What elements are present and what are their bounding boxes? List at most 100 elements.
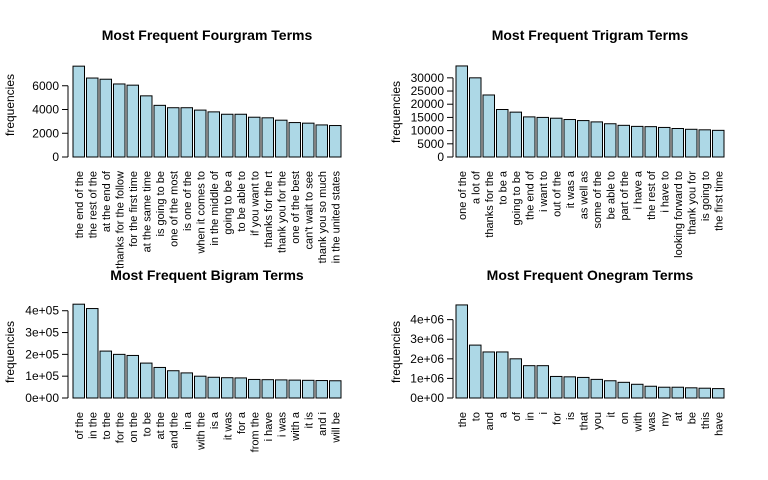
y-tick-label: 25000 (411, 84, 445, 98)
y-tick-label: 4000 (32, 103, 59, 117)
category-label: with the (195, 412, 207, 451)
category-label: out of the (551, 171, 563, 217)
bar (577, 120, 590, 158)
y-tick-label: 15000 (411, 110, 445, 124)
category-label: this (700, 412, 712, 430)
category-label: in a (182, 411, 194, 430)
bar (329, 125, 342, 158)
category-label: i have (263, 412, 275, 441)
category-label: thanks for the follow (114, 171, 126, 269)
category-label: when it comes to (195, 171, 207, 255)
y-axis-label: frequencies (3, 321, 17, 383)
category-label: the end of (524, 170, 536, 220)
category-label: one of the best (290, 171, 302, 244)
category-label: the (457, 412, 469, 427)
category-label: at the (155, 412, 167, 440)
bar (86, 308, 99, 399)
category-label: it is (303, 412, 315, 429)
bar (261, 379, 274, 399)
category-label: a (497, 411, 509, 418)
category-label: the end of the (74, 171, 86, 238)
trigram-chart: Most Frequent Trigram Terms frequencies 05… (389, 27, 725, 258)
category-label: is going to (700, 171, 712, 221)
category-label: to be able to (236, 171, 248, 232)
category-label: with a (290, 411, 302, 442)
bar (207, 376, 220, 399)
bar (536, 116, 549, 158)
category-label: for the (114, 412, 126, 443)
category-label: one of the (457, 171, 469, 220)
y-tick-label: 20000 (411, 97, 445, 111)
category-label: the rest of the (87, 171, 99, 238)
category-label: thank you for the (276, 171, 288, 253)
bar (455, 304, 468, 399)
bar (302, 379, 315, 399)
bar (194, 109, 207, 158)
y-tick-label: 1e+06 (410, 371, 444, 385)
category-label: to (470, 412, 482, 421)
category-label: thanks for the rt (263, 171, 275, 247)
bar (315, 124, 328, 158)
category-label: thank you for (686, 171, 698, 235)
bar (577, 376, 590, 399)
bigram-chart: Most Frequent Bigram Terms frequencies 0e+… (3, 267, 342, 452)
y-tick-label: 2e+05 (25, 347, 59, 361)
bar (590, 121, 603, 158)
y-tick-label: 3e+05 (25, 326, 59, 340)
bar (685, 128, 698, 158)
category-label: can't wait to see (303, 171, 315, 250)
category-label: on the (128, 412, 140, 443)
category-label: some of the (592, 171, 604, 228)
category-label: is one of the (182, 171, 194, 231)
bar (631, 125, 644, 158)
category-label: on (619, 412, 631, 424)
bar (496, 109, 509, 158)
bar (288, 379, 301, 399)
category-label: at (673, 412, 685, 421)
category-label: my (659, 412, 671, 427)
bar (113, 353, 126, 399)
category-label: and the (168, 412, 180, 449)
bar (550, 375, 563, 399)
bar (99, 350, 112, 399)
bar (153, 366, 166, 399)
category-label: with (632, 412, 644, 433)
category-label: in the united states (330, 171, 342, 264)
category-label: and i (317, 412, 329, 436)
bar (604, 123, 617, 158)
bar (126, 354, 139, 399)
y-tick-label: 2000 (32, 126, 59, 140)
bar (72, 303, 85, 399)
y-tick-label: 0e+00 (410, 391, 444, 405)
category-label: for (551, 412, 563, 425)
y-tick-label: 30000 (411, 71, 445, 85)
category-label: be able to (605, 171, 617, 219)
onegram-chart: Most Frequent Onegram Terms frequencies 0e… (389, 267, 725, 436)
category-label: the rest of (646, 170, 658, 220)
y-axis-label: frequencies (389, 321, 403, 383)
bar (207, 111, 220, 158)
bar (140, 95, 153, 158)
bar (523, 116, 536, 158)
bar (194, 375, 207, 399)
bar (113, 83, 126, 158)
bar (644, 385, 657, 399)
category-label: was (646, 412, 658, 433)
category-label: i have to (659, 171, 671, 213)
category-label: for a (236, 411, 248, 434)
category-label: if you want to (249, 171, 261, 236)
category-label: from the (249, 412, 261, 452)
category-label: be (686, 412, 698, 424)
category-label: in the middle of (209, 170, 221, 246)
chart-title: Most Frequent Onegram Terms (487, 267, 694, 283)
bar (221, 113, 234, 158)
category-label: to the (101, 412, 113, 440)
category-label: at the end of (101, 170, 113, 232)
bar (248, 116, 261, 158)
y-axis-label: frequencies (389, 81, 403, 143)
y-tick-label: 0 (437, 150, 444, 164)
category-label: in the (87, 412, 99, 439)
y-tick-label: 5000 (417, 137, 444, 151)
bar (167, 107, 180, 158)
